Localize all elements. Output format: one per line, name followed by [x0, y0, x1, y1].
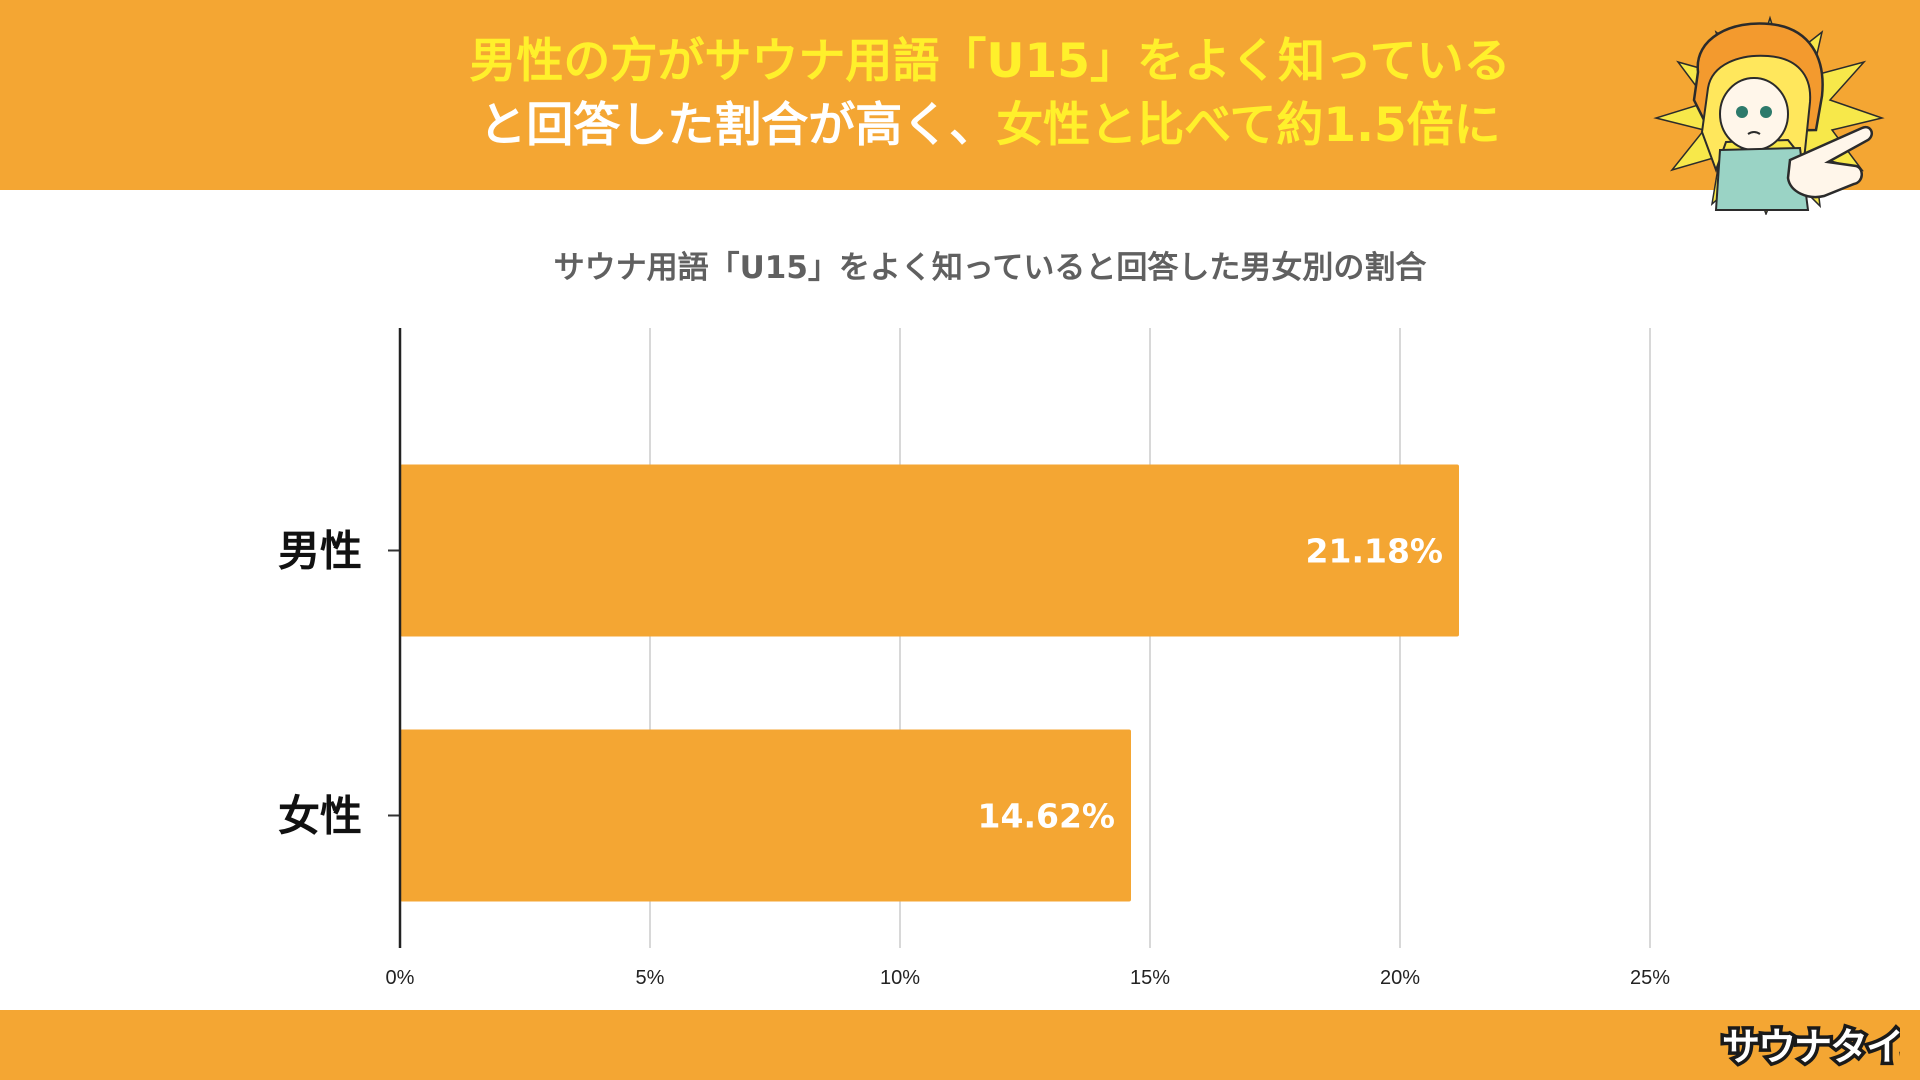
- eye-right: [1760, 106, 1772, 118]
- bottom-banner: [0, 1010, 1920, 1080]
- bar-chart: 男性 21.18% 女性 14.62% 0% 5% 10% 15% 20% 25%: [278, 328, 1670, 989]
- x-tick-label: 20%: [1380, 967, 1420, 989]
- headline: 男性の方がサウナ用語「U15」をよく知っている と回答した割合が高く、女性と比べ…: [0, 30, 1920, 158]
- chart-title: サウナ用語「U15」をよく知っていると回答した男女別の割合: [553, 250, 1427, 286]
- top-banner: [0, 0, 1920, 190]
- bar-0: [400, 464, 1459, 637]
- category-label-1: 女性: [278, 792, 362, 841]
- category-label-0: 男性: [278, 527, 362, 576]
- mascot-illustration: [1653, 15, 1885, 215]
- x-tick-label: 0%: [386, 967, 415, 989]
- headline-line-2: と回答した割合が高く、女性と比べて約1.5倍に: [0, 94, 1920, 158]
- bar-1: [400, 729, 1131, 902]
- pointing-hand: [1786, 125, 1873, 199]
- mouth-shape: [1747, 131, 1761, 135]
- brand-logo: サウナタイム: [1720, 1022, 1900, 1073]
- headline-line-2-white: と回答した割合が高く、: [479, 98, 997, 153]
- headline-line-1: 男性の方がサウナ用語「U15」をよく知っている: [469, 34, 1511, 89]
- body-shape: [1714, 146, 1810, 211]
- headline-line-2-yellow: 女性と比べて約1.5倍に: [996, 98, 1501, 153]
- x-tick-label: 10%: [880, 967, 920, 989]
- x-tick-label: 15%: [1130, 967, 1170, 989]
- data-label-0: 21.18%: [1306, 532, 1443, 571]
- data-label-1: 14.62%: [978, 797, 1115, 836]
- x-tick-label: 25%: [1630, 967, 1670, 989]
- eye-left: [1736, 106, 1748, 118]
- svg-text:サウナタイム: サウナタイム: [1722, 1025, 1900, 1069]
- x-tick-label: 5%: [636, 967, 665, 989]
